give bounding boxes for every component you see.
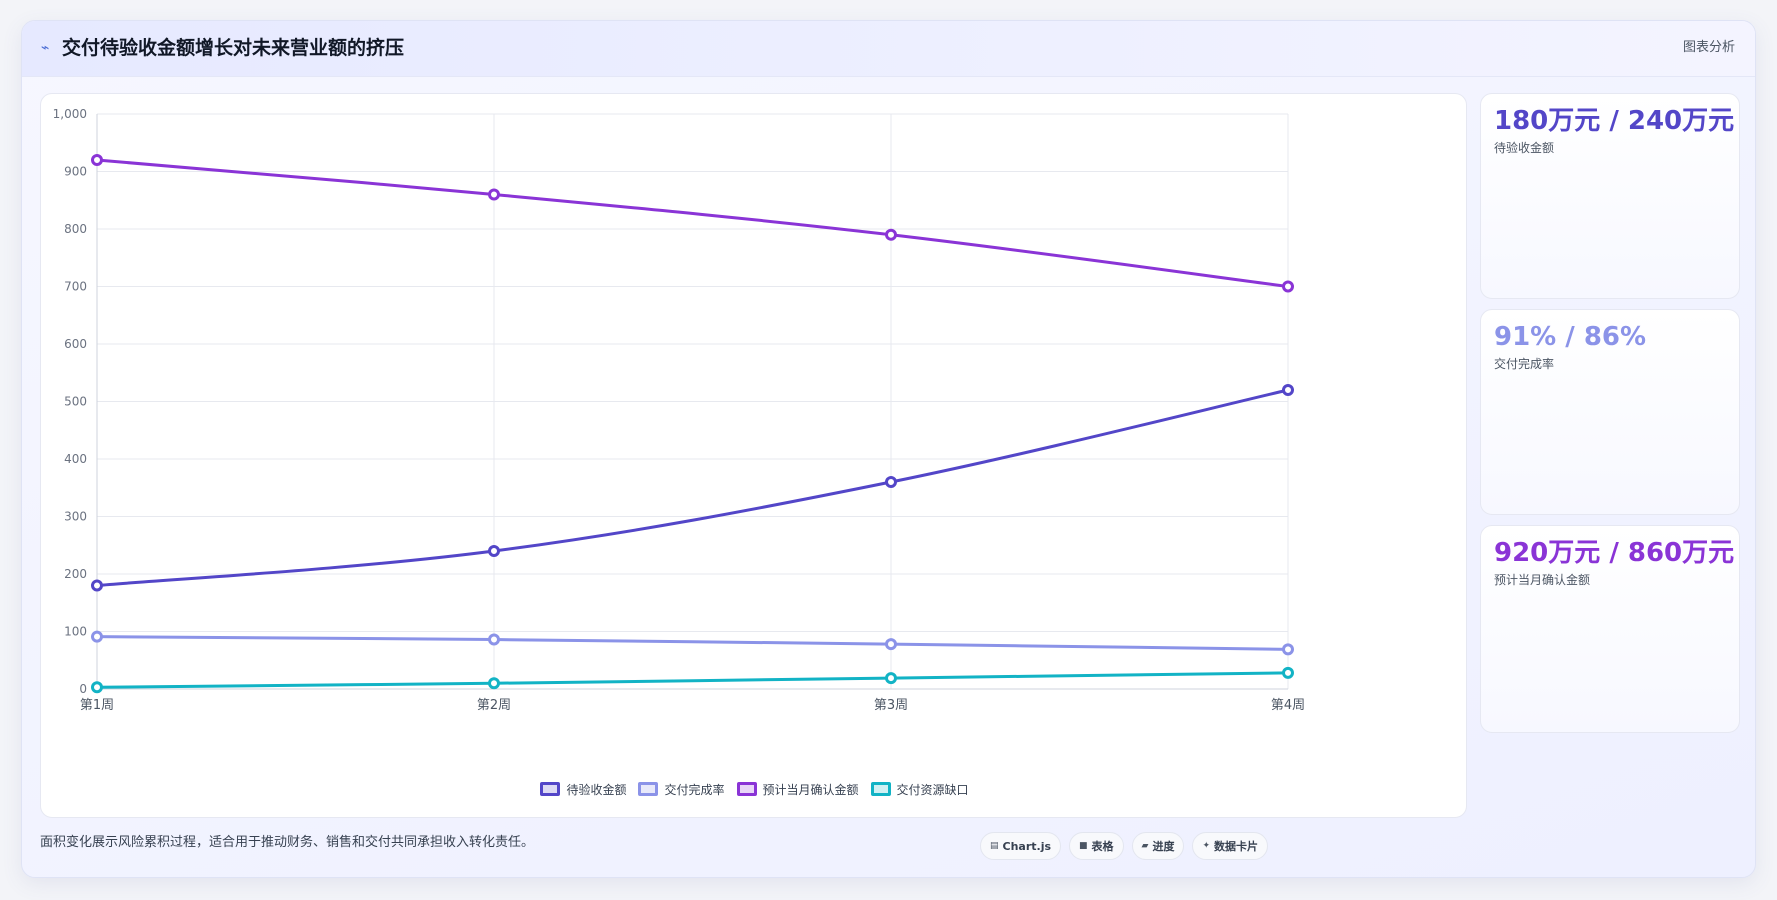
stat-value: 920万元 / 860万元 (1494, 538, 1735, 568)
data-point[interactable] (488, 188, 500, 201)
x-tick-label: 第1周 (80, 698, 114, 713)
stat-value: 91% / 86% (1494, 322, 1647, 352)
y-tick-label: 400 (64, 452, 87, 466)
legend-label: 交付完成率 (664, 782, 725, 797)
chart-icon: ▤ (990, 841, 999, 851)
x-tick-label: 第3周 (874, 698, 908, 713)
legend-swatch (540, 782, 561, 796)
data-point[interactable] (885, 228, 897, 241)
card-header: ⌁ 交付待验收金额增长对未来营业额的挤压 图表分析 (22, 21, 1755, 77)
legend-label: 待验收金额 (566, 782, 627, 797)
data-point[interactable] (488, 545, 500, 557)
data-point[interactable] (1282, 643, 1294, 656)
table-icon: ■ (1079, 841, 1088, 851)
x-tick-label: 第4周 (1271, 698, 1305, 713)
trend-icon: ⌁ (41, 40, 50, 56)
y-tick-label: 300 (64, 510, 87, 524)
chip-label: 进度 (1152, 840, 1175, 853)
progress-icon: ▰ (1141, 841, 1149, 851)
y-tick-label: 900 (64, 165, 87, 179)
legend-item[interactable]: 预计当月确认金额 (736, 781, 859, 798)
y-tick-label: 100 (64, 625, 87, 639)
y-tick-label: 600 (64, 337, 87, 351)
data-point[interactable] (91, 579, 103, 592)
chip-table[interactable]: ■ 表格 (1069, 832, 1124, 860)
data-point[interactable] (885, 672, 897, 685)
y-tick-label: 500 (64, 395, 87, 409)
data-point[interactable] (885, 638, 897, 651)
data-point[interactable] (488, 677, 500, 690)
x-tick-label: 第2周 (477, 698, 511, 713)
chip-data-card[interactable]: ✦ 数据卡片 (1192, 832, 1269, 860)
footer-note: 面积变化展示风险累积过程，适合用于推动财务、销售和交付共同承担收入转化责任。 (40, 835, 535, 850)
y-tick-label: 0 (79, 682, 87, 696)
chip-progress[interactable]: ▰ 进度 (1131, 832, 1185, 860)
legend-swatch (870, 782, 891, 796)
series-line-2 (95, 158, 1290, 288)
series-line-0 (95, 388, 1290, 587)
chart-title: 交付待验收金额增长对未来营业额的挤压 (62, 37, 405, 59)
chip-label: 表格 (1091, 840, 1114, 853)
y-tick-label: 1,000 (53, 107, 87, 121)
legend-item[interactable]: 交付资源缺口 (870, 781, 969, 798)
data-point[interactable] (91, 154, 103, 166)
data-point[interactable] (1282, 384, 1294, 396)
stat-card-expected-revenue: 920万元 / 860万元 预计当月确认金额 (1480, 525, 1740, 733)
chip-label: 数据卡片 (1214, 840, 1259, 853)
stat-label: 待验收金额 (1494, 141, 1555, 155)
y-tick-label: 700 (64, 280, 87, 294)
series-line-1 (95, 635, 1290, 651)
chip-label: Chart.js (1002, 839, 1052, 853)
legend-item[interactable]: 交付完成率 (638, 781, 725, 798)
chip-group: ▤ Chart.js ■ 表格 ▰ 进度 ✦ 数据卡片 (980, 832, 1269, 860)
legend-label: 预计当月确认金额 (762, 782, 859, 797)
chart-legend: 待验收金额 交付完成率 预计当月确认金额 交付资源缺口 (41, 779, 1468, 799)
series-line-3 (95, 671, 1290, 689)
chart-card: ⌁ 交付待验收金额增长对未来营业额的挤压 图表分析 0 100 200 300 400 5… (21, 20, 1756, 878)
chart-panel: 0 100 200 300 400 500 600 700 800 900 1,000 第1周 第2周 第… (40, 93, 1467, 818)
data-point[interactable] (488, 633, 500, 646)
legend-swatch (736, 782, 757, 796)
legend-swatch (638, 782, 659, 796)
y-tick-label: 200 (64, 567, 87, 581)
data-point[interactable] (1282, 280, 1294, 293)
stat-label: 预计当月确认金额 (1494, 573, 1591, 587)
stat-card-pending-acceptance: 180万元 / 240万元 待验收金额 (1480, 93, 1740, 299)
data-point[interactable] (91, 681, 103, 694)
line-chart: 0 100 200 300 400 500 600 700 800 900 1,000 第1周 第2周 第… (53, 107, 1306, 713)
data-point[interactable] (91, 630, 103, 643)
stat-card-delivery-rate: 91% / 86% 交付完成率 (1480, 309, 1740, 515)
legend-item[interactable]: 待验收金额 (540, 781, 626, 798)
stat-value: 180万元 / 240万元 (1494, 106, 1735, 136)
chart-analysis-link[interactable]: 图表分析 (1682, 40, 1735, 55)
card-icon: ✦ (1202, 841, 1211, 851)
y-tick-label: 800 (64, 222, 87, 236)
legend-label: 交付资源缺口 (896, 782, 969, 797)
stat-label: 交付完成率 (1494, 357, 1555, 371)
data-point[interactable] (885, 476, 897, 488)
chip-chartjs[interactable]: ▤ Chart.js (980, 832, 1062, 860)
data-point[interactable] (1282, 666, 1294, 679)
